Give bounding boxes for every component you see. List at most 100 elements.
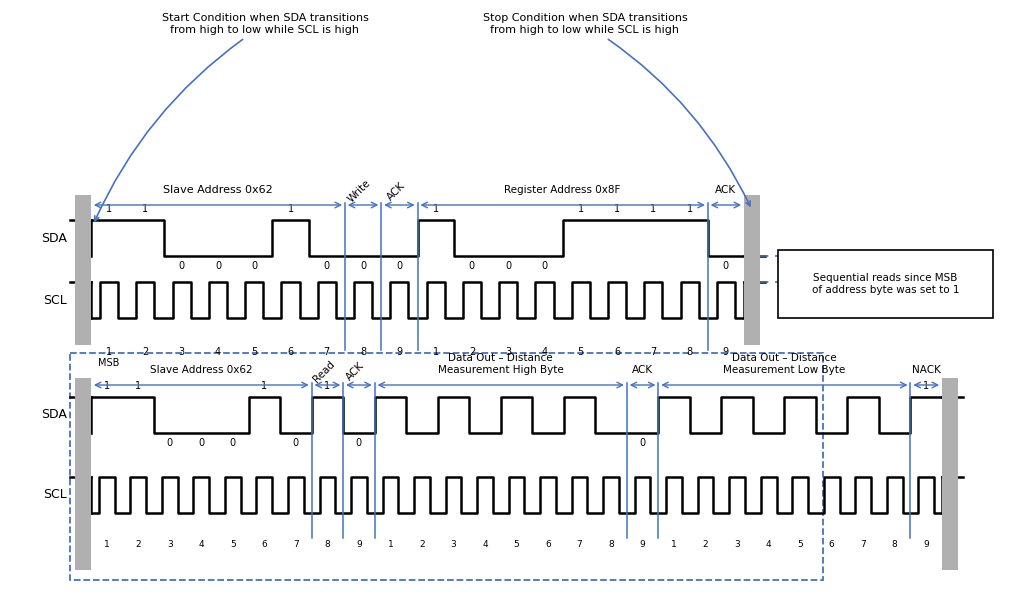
Text: 4: 4 [482,540,487,549]
Text: 6: 6 [261,540,267,549]
Text: SCL: SCL [43,294,67,307]
Text: 0: 0 [640,438,646,448]
Text: 2: 2 [702,540,709,549]
Text: Read: Read [311,359,337,384]
Text: 1: 1 [142,204,148,214]
Text: 1: 1 [135,381,141,391]
Text: 0: 0 [293,438,299,448]
Text: MSB: MSB [98,358,120,368]
Text: 2: 2 [419,540,425,549]
Text: 9: 9 [640,540,645,549]
Text: 1: 1 [614,204,621,214]
Text: 0: 0 [542,261,548,271]
Text: 0: 0 [723,261,729,271]
Text: 1: 1 [106,204,113,214]
Text: 4: 4 [199,540,204,549]
Bar [75,378,91,570]
Text: 0: 0 [199,438,205,448]
Text: 8: 8 [686,347,692,357]
Text: 4: 4 [215,347,221,357]
Text: 9: 9 [924,540,929,549]
Text: 8: 8 [608,540,614,549]
Text: 0: 0 [360,261,367,271]
Text: 7: 7 [650,347,656,357]
Text: SDA: SDA [41,408,67,422]
Text: Stop Condition when SDA transitions
from high to low while SCL is high: Stop Condition when SDA transitions from… [482,13,751,206]
Text: 6: 6 [828,540,835,549]
Text: 7: 7 [860,540,866,549]
Text: ACK: ACK [344,361,367,383]
Text: 9: 9 [723,347,729,357]
Text: 2: 2 [142,347,148,357]
Text: 5: 5 [251,347,257,357]
Text: SCL: SCL [43,489,67,502]
Text: 0: 0 [469,261,475,271]
Text: Sequential reads since MSB
of address byte was set to 1: Sequential reads since MSB of address by… [812,273,959,295]
Text: 1: 1 [325,381,331,391]
Text: SDA: SDA [41,231,67,245]
Text: 0: 0 [251,261,257,271]
Text: 1: 1 [578,204,584,214]
Text: Slave Address 0x62: Slave Address 0x62 [163,185,272,195]
Text: 6: 6 [614,347,621,357]
Text: 0: 0 [167,438,173,448]
Text: 8: 8 [360,347,367,357]
Text: 2: 2 [469,347,475,357]
Text: 1: 1 [103,381,110,391]
Text: 5: 5 [514,540,519,549]
Text: 2: 2 [135,540,141,549]
Text: 0: 0 [178,261,184,271]
Text: 7: 7 [293,540,299,549]
Text: 1: 1 [432,347,438,357]
Text: 0: 0 [229,438,236,448]
Text: 5: 5 [798,540,803,549]
Text: Write: Write [346,178,373,205]
Text: 9: 9 [356,540,361,549]
Text: 0: 0 [324,261,330,271]
Bar [778,250,993,318]
Text: 0: 0 [215,261,221,271]
Text: ACK: ACK [385,181,407,203]
Text: Data Out – Distance
Measurement High Byte: Data Out – Distance Measurement High Byt… [438,353,563,375]
Text: 3: 3 [451,540,457,549]
Text: 1: 1 [686,204,692,214]
Bar [75,195,91,345]
Text: ACK: ACK [632,365,653,375]
Text: 1: 1 [106,347,113,357]
Text: 1: 1 [924,381,930,391]
Text: 0: 0 [396,261,402,271]
Text: 3: 3 [505,347,511,357]
Text: 1: 1 [432,204,438,214]
Text: 3: 3 [734,540,740,549]
Text: 1: 1 [103,540,110,549]
Text: 3: 3 [167,540,173,549]
Text: 1: 1 [671,540,677,549]
Text: 5: 5 [578,347,584,357]
Text: 0: 0 [505,261,511,271]
Text: Slave Address 0x62: Slave Address 0x62 [150,365,253,375]
Text: Start Condition when SDA transitions
from high to low while SCL is high: Start Condition when SDA transitions fro… [94,13,369,221]
Text: Data Out – Distance
Measurement Low Byte: Data Out – Distance Measurement Low Byte [723,353,846,375]
Bar [744,195,760,345]
Text: 0: 0 [356,438,361,448]
Text: Register Address 0x8F: Register Address 0x8F [505,185,621,195]
Text: 4: 4 [542,347,548,357]
Text: 1: 1 [650,204,656,214]
Text: 4: 4 [766,540,771,549]
Text: 3: 3 [178,347,184,357]
Bar [70,353,823,580]
Bar [942,378,958,570]
Text: 6: 6 [545,540,551,549]
Text: 1: 1 [261,381,267,391]
Text: 1: 1 [387,540,393,549]
Text: ACK: ACK [716,185,736,195]
Text: 1: 1 [288,204,294,214]
Text: 7: 7 [577,540,583,549]
Text: 8: 8 [325,540,331,549]
Text: NACK: NACK [911,365,941,375]
Text: 6: 6 [288,347,294,357]
Text: 7: 7 [324,347,330,357]
Text: 8: 8 [892,540,898,549]
Text: 9: 9 [396,347,402,357]
Text: 5: 5 [230,540,236,549]
